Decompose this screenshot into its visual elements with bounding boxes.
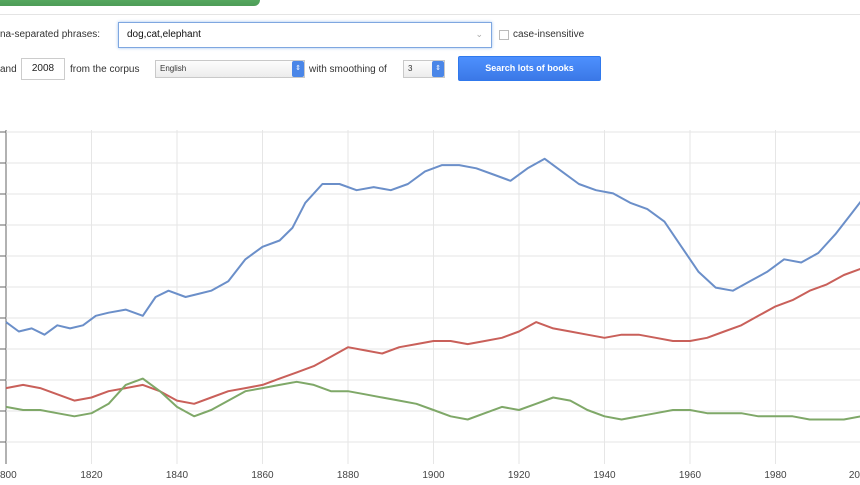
corpus-select[interactable]: English ⇕	[155, 60, 305, 78]
options-row: and 2008 from the corpus English ⇕ with …	[0, 56, 860, 84]
header-divider	[0, 14, 860, 15]
phrases-input[interactable]: dog,cat,elephant ⌄	[118, 22, 492, 48]
page-title-banner	[0, 0, 260, 6]
phrases-label: na-separated phrases:	[0, 29, 101, 40]
x-tick-label: 1960	[679, 470, 702, 480]
corpus-label: from the corpus	[70, 64, 140, 75]
ngram-chart-svg: 800 1820 1840 1860 1880 1900 1920 1940 1960 1980 2…	[0, 130, 860, 481]
search-books-button[interactable]: Search lots of books	[458, 56, 601, 81]
smoothing-dropdown-icon: ⇕	[432, 61, 444, 77]
x-tick-label: 1980	[764, 470, 787, 480]
input-history-icon: ⌄	[475, 29, 483, 39]
x-tick-label: 1840	[166, 470, 189, 480]
series-line-cat[interactable]	[5, 268, 860, 405]
ngram-chart: 800 1820 1840 1860 1880 1900 1920 1940 1960 1980 2…	[0, 128, 860, 481]
x-tick-label: 1920	[508, 470, 531, 480]
corpus-select-value: English	[160, 64, 187, 73]
x-tick-label: 1860	[251, 470, 274, 480]
phrases-input-value: dog,cat,elephant	[127, 29, 201, 40]
x-tick-label: 20	[849, 470, 860, 480]
x-tick-label: 1880	[337, 470, 360, 480]
smoothing-select-value: 3	[408, 64, 413, 73]
series-line-dog[interactable]	[5, 157, 860, 336]
smoothing-label: with smoothing of	[309, 64, 387, 75]
case-insensitive-label: case-insensitive	[513, 29, 585, 40]
x-tick-label: 1900	[422, 470, 445, 480]
corpus-dropdown-icon: ⇕	[292, 61, 304, 77]
end-year-input[interactable]: 2008	[21, 58, 65, 80]
and-label: and	[0, 64, 17, 75]
x-tick-label: 1940	[593, 470, 616, 480]
x-tick-label: 1820	[80, 470, 103, 480]
case-insensitive-checkbox[interactable]	[499, 30, 509, 40]
x-tick-label: 800	[0, 470, 17, 480]
smoothing-select[interactable]: 3 ⇕	[403, 60, 445, 78]
series-line-elephant[interactable]	[5, 377, 860, 421]
phrases-row: na-separated phrases: dog,cat,elephant ⌄…	[0, 22, 860, 50]
